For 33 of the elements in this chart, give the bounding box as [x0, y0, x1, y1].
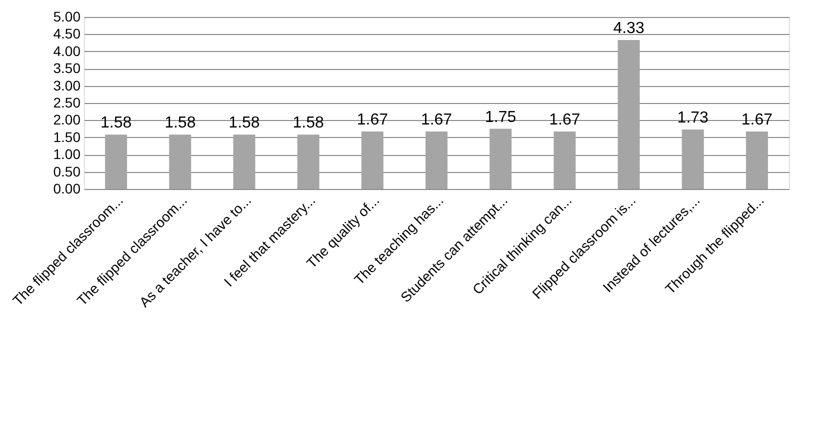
bar: [618, 40, 640, 189]
bar: [297, 134, 320, 189]
data-label: 1.67: [356, 112, 388, 129]
data-label: 1.73: [677, 109, 709, 126]
y-tick-label: 2.00: [53, 112, 81, 128]
data-label: 1.67: [420, 112, 452, 129]
bar: [361, 132, 384, 189]
y-tick-label: 2.50: [53, 94, 81, 110]
bar: [233, 134, 256, 189]
bar: [554, 132, 576, 189]
bar: [426, 132, 448, 189]
bar: [169, 134, 192, 189]
y-tick-label: 0.00: [53, 180, 81, 196]
data-label: 1.58: [164, 114, 196, 132]
bar: [105, 134, 128, 189]
bar: [490, 128, 512, 189]
y-tick-label: 1.00: [53, 146, 81, 162]
data-label: 4.33: [613, 20, 644, 38]
y-tick-label: 1.50: [53, 128, 81, 145]
data-label: 1.58: [100, 114, 132, 132]
y-tick-label: 5.00: [53, 8, 81, 24]
y-tick-label: 0.50: [53, 163, 81, 180]
data-label: 1.58: [292, 114, 324, 132]
data-label: 1.75: [485, 108, 516, 126]
data-label: 1.67: [549, 112, 580, 129]
bar: [682, 129, 704, 189]
y-tick-label: 4.50: [53, 26, 81, 42]
data-label: 1.67: [741, 112, 773, 129]
y-tick-label: 3.00: [53, 77, 81, 94]
bar: [746, 132, 768, 189]
y-tick-label: 3.50: [53, 60, 81, 76]
y-tick-label: 4.00: [53, 42, 81, 59]
data-label: 1.58: [228, 114, 260, 132]
